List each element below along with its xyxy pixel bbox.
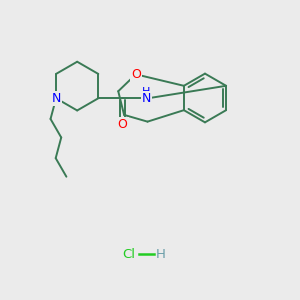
Text: N: N [51, 92, 61, 105]
Text: O: O [131, 68, 141, 81]
Text: H: H [155, 248, 165, 260]
Text: H: H [142, 87, 151, 97]
Text: N: N [142, 92, 151, 105]
Text: Cl: Cl [123, 248, 136, 260]
Text: O: O [118, 118, 128, 131]
